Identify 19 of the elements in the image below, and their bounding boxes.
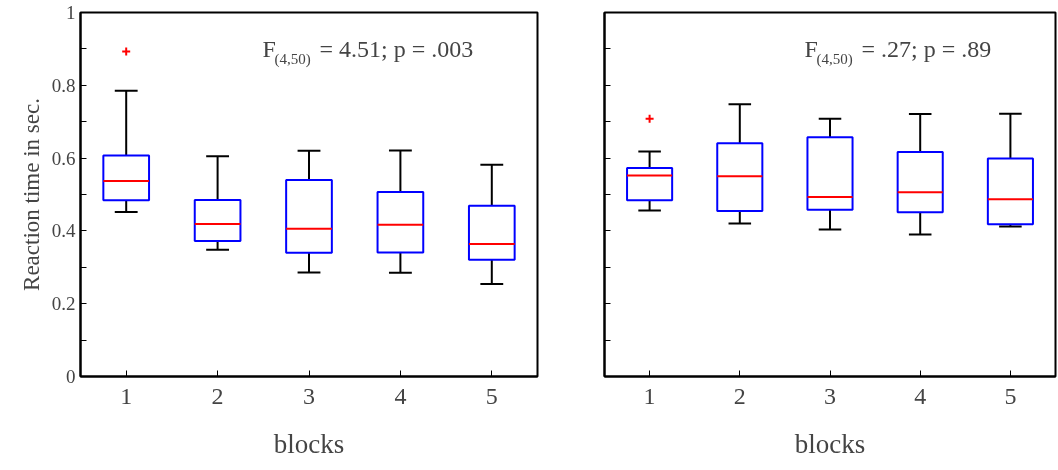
- x-tick-label: 4: [914, 382, 927, 409]
- x-tick-label: 3: [824, 382, 836, 409]
- y-axis-title: Reaction time in sec.: [18, 98, 44, 291]
- y-tick-label: 1: [66, 2, 76, 23]
- x-tick-label: 4: [394, 382, 407, 409]
- y-tick-label: 0: [66, 366, 76, 387]
- y-tick-label: 0.2: [51, 293, 76, 315]
- x-tick-label: 2: [733, 382, 746, 409]
- x-axis-title: blocks: [273, 428, 345, 459]
- x-tick-label: 1: [120, 382, 133, 409]
- x-tick-label: 2: [211, 382, 224, 409]
- y-tick-label: 0.4: [51, 220, 76, 242]
- x-tick-label: 3: [303, 382, 315, 409]
- x-tick-label: 5: [485, 382, 498, 409]
- x-tick-label: 5: [1004, 382, 1017, 409]
- y-tick-label: 0.8: [51, 74, 76, 96]
- x-tick-label: 1: [643, 382, 656, 409]
- y-tick-label: 0.6: [51, 147, 76, 169]
- x-axis-title: blocks: [794, 428, 866, 459]
